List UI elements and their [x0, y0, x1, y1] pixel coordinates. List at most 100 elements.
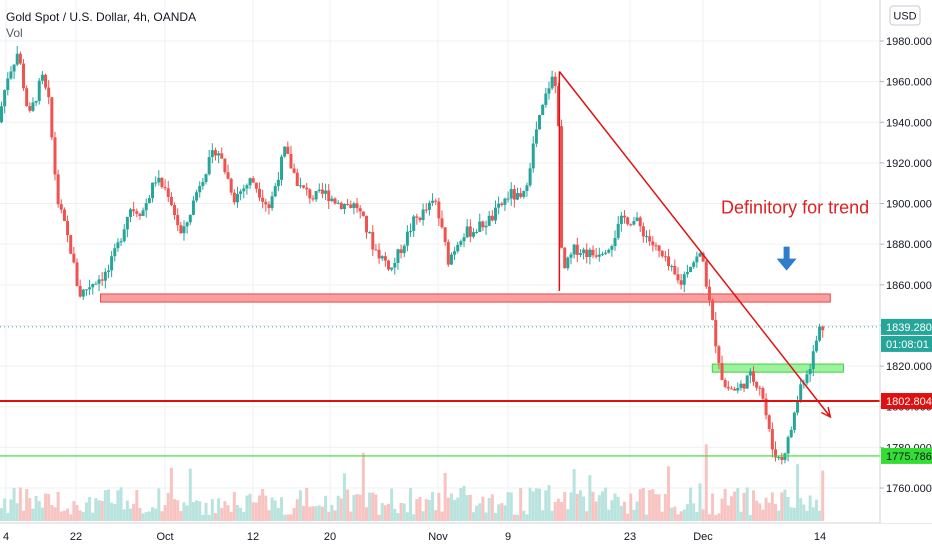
candle-body	[818, 326, 822, 341]
time-tick-label: 12	[247, 531, 259, 543]
candle-body	[770, 429, 774, 450]
candle-body	[811, 351, 815, 370]
volume-bar	[34, 495, 38, 521]
candle-body	[157, 177, 161, 183]
candle-body	[188, 214, 192, 223]
candle-body	[182, 226, 186, 234]
volume-indicator-label[interactable]: Vol	[6, 26, 23, 40]
volume-bar	[736, 488, 740, 521]
candle-body	[516, 193, 520, 200]
volume-bar	[663, 494, 667, 521]
volume-bar	[242, 512, 246, 521]
volume-bar	[701, 509, 705, 521]
candle-body	[78, 285, 82, 297]
candle-body	[66, 220, 70, 236]
volume-bar	[154, 508, 158, 521]
candle-body	[415, 216, 419, 218]
candle-body	[97, 279, 101, 284]
candle-body	[780, 457, 784, 460]
volume-bar	[302, 505, 306, 521]
candle-body	[305, 187, 309, 190]
volume-bar	[446, 497, 450, 521]
volume-bar	[267, 510, 271, 521]
candle-body	[125, 216, 129, 230]
candle-body	[626, 217, 630, 225]
volume-bar	[484, 512, 488, 521]
countdown-badge-bg	[881, 335, 932, 352]
time-axis-background[interactable]	[0, 524, 932, 550]
candle-body	[280, 156, 284, 180]
volume-bar	[368, 492, 372, 521]
candle-body	[18, 53, 22, 64]
volume-bar	[185, 505, 189, 521]
volume-bar	[774, 504, 778, 521]
volume-bar	[25, 489, 29, 521]
volume-bar	[173, 499, 177, 521]
candle-body	[434, 200, 438, 202]
volume-bar	[66, 508, 70, 521]
volume-bar	[110, 502, 114, 521]
time-tick-label: Dec	[693, 531, 713, 543]
candle-body	[147, 198, 151, 204]
candle-body	[610, 246, 614, 250]
candle-body	[500, 203, 504, 205]
candle-body	[198, 185, 202, 193]
symbol-title[interactable]: Gold Spot / U.S. Dollar, 4h, OANDA	[6, 10, 196, 24]
candle-body	[465, 226, 469, 238]
green-level-badge-label: 1775.786	[886, 451, 932, 463]
candle-body	[94, 283, 98, 285]
candle-body	[88, 287, 92, 290]
candle-body	[239, 191, 243, 194]
volume-bar	[390, 488, 394, 521]
volume-bar	[141, 513, 145, 521]
volume-bar	[544, 490, 548, 521]
candle-body	[72, 253, 76, 263]
candle-body	[591, 249, 595, 256]
volume-bar	[371, 492, 375, 521]
candle-body	[31, 102, 35, 111]
volume-bar	[239, 507, 243, 521]
candle-body	[207, 157, 211, 175]
volume-bar	[638, 489, 642, 521]
candle-body	[421, 209, 425, 221]
candle-body	[541, 104, 545, 116]
candle-body	[575, 244, 579, 255]
candle-body	[364, 215, 368, 233]
volume-bar	[94, 498, 98, 521]
candle-body	[346, 204, 350, 206]
price-axis-background[interactable]	[881, 0, 932, 523]
volume-bar	[538, 488, 542, 521]
volume-bar	[443, 472, 447, 521]
time-axis-ticks: 4 22 Oct 12 20 Nov 9 23 Dec 14	[3, 531, 826, 543]
candle-body	[37, 80, 41, 101]
candle-body	[695, 256, 699, 263]
candle-body	[412, 216, 416, 231]
volume-bar	[132, 503, 136, 521]
volume-bar	[616, 496, 620, 521]
volume-bar	[213, 513, 217, 521]
volume-bar	[465, 495, 469, 521]
candle-body	[796, 400, 800, 413]
candle-body	[484, 225, 488, 228]
candle-body	[632, 221, 636, 225]
candle-body	[254, 182, 258, 189]
candle-body	[34, 100, 38, 103]
candle-body	[166, 188, 170, 197]
volume-bar	[40, 507, 44, 521]
candle-body	[582, 249, 586, 254]
volume-bar	[129, 508, 133, 521]
time-tick-label: 20	[324, 531, 336, 543]
volume-bar	[641, 487, 645, 521]
volume-bar	[305, 487, 309, 521]
grid	[0, 0, 880, 523]
currency-button[interactable]: USD	[889, 5, 921, 26]
candle-body	[119, 241, 123, 243]
volume-bar	[733, 491, 737, 521]
candle-body	[556, 86, 560, 127]
candle-body	[358, 208, 362, 212]
candle-body	[597, 254, 601, 257]
candle-body	[566, 257, 570, 269]
candle-body	[673, 266, 677, 275]
candle-body	[714, 319, 718, 347]
